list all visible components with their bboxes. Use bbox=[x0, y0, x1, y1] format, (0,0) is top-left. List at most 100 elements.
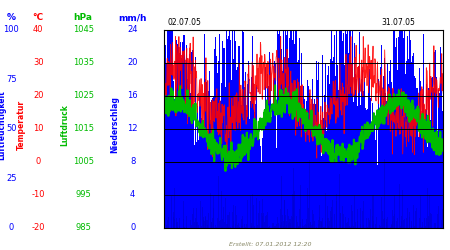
Bar bbox=[440, 47, 441, 228]
Bar bbox=[357, 221, 358, 228]
Bar bbox=[386, 106, 387, 228]
Bar bbox=[218, 176, 219, 228]
Bar bbox=[213, 196, 214, 228]
Bar bbox=[362, 211, 363, 228]
Bar bbox=[431, 78, 432, 228]
Bar bbox=[423, 115, 424, 228]
Bar bbox=[369, 135, 370, 228]
Bar bbox=[216, 64, 217, 228]
Bar bbox=[201, 139, 202, 228]
Bar bbox=[167, 30, 168, 228]
Bar bbox=[233, 221, 234, 228]
Bar bbox=[313, 104, 314, 228]
Bar bbox=[259, 201, 260, 228]
Bar bbox=[310, 118, 311, 228]
Bar bbox=[408, 65, 409, 228]
Bar bbox=[179, 226, 180, 228]
Bar bbox=[250, 138, 251, 228]
Bar bbox=[208, 156, 209, 228]
Bar bbox=[254, 154, 255, 228]
Bar bbox=[331, 30, 332, 228]
Bar bbox=[406, 218, 407, 228]
Text: Niederschlag: Niederschlag bbox=[110, 96, 119, 154]
Bar bbox=[364, 132, 365, 228]
Bar bbox=[179, 66, 180, 228]
Bar bbox=[377, 145, 378, 228]
Bar bbox=[281, 222, 282, 228]
Bar bbox=[430, 120, 431, 228]
Bar bbox=[297, 33, 298, 228]
Bar bbox=[429, 195, 430, 228]
Bar bbox=[336, 83, 337, 228]
Bar bbox=[380, 76, 381, 228]
Bar bbox=[274, 61, 275, 228]
Bar bbox=[422, 94, 423, 228]
Bar bbox=[183, 219, 184, 228]
Bar bbox=[314, 116, 315, 228]
Bar bbox=[191, 226, 192, 228]
Bar bbox=[202, 171, 203, 228]
Bar bbox=[169, 30, 170, 228]
Bar bbox=[355, 65, 356, 228]
Bar bbox=[280, 225, 281, 228]
Bar bbox=[286, 222, 287, 228]
Bar bbox=[265, 136, 266, 228]
Bar bbox=[386, 101, 387, 228]
Bar bbox=[261, 162, 262, 228]
Bar bbox=[293, 30, 294, 228]
Bar bbox=[394, 194, 395, 228]
Bar bbox=[309, 126, 310, 228]
Bar bbox=[258, 138, 259, 228]
Bar bbox=[215, 37, 216, 228]
Bar bbox=[164, 92, 165, 228]
Bar bbox=[322, 54, 323, 228]
Text: 40: 40 bbox=[33, 26, 44, 35]
Bar bbox=[388, 84, 389, 228]
Bar bbox=[320, 221, 321, 228]
Bar bbox=[337, 115, 338, 228]
Bar bbox=[227, 39, 228, 228]
Bar bbox=[228, 218, 229, 228]
Bar bbox=[298, 226, 299, 228]
Bar bbox=[422, 98, 423, 228]
Bar bbox=[380, 226, 381, 228]
Bar bbox=[220, 126, 221, 228]
Bar bbox=[244, 147, 245, 228]
Bar bbox=[422, 227, 423, 228]
Bar bbox=[409, 30, 410, 228]
Bar bbox=[439, 195, 440, 228]
Bar bbox=[284, 200, 285, 228]
Bar bbox=[316, 227, 317, 228]
Bar bbox=[311, 128, 312, 228]
Bar bbox=[275, 226, 276, 228]
Bar bbox=[188, 75, 189, 228]
Bar bbox=[224, 222, 225, 228]
Bar bbox=[365, 199, 366, 228]
Bar bbox=[421, 102, 422, 228]
Bar bbox=[302, 110, 303, 228]
Bar bbox=[368, 218, 369, 228]
Bar bbox=[198, 225, 199, 228]
Bar bbox=[362, 94, 363, 228]
Bar bbox=[315, 150, 316, 228]
Bar bbox=[376, 124, 377, 228]
Bar bbox=[210, 120, 211, 228]
Bar bbox=[202, 124, 203, 228]
Bar bbox=[302, 126, 303, 228]
Bar bbox=[232, 30, 233, 228]
Bar bbox=[349, 79, 350, 228]
Bar bbox=[299, 226, 300, 228]
Bar bbox=[366, 124, 367, 228]
Bar bbox=[409, 30, 410, 228]
Bar bbox=[204, 148, 205, 228]
Bar bbox=[190, 220, 191, 228]
Bar bbox=[227, 224, 228, 228]
Bar bbox=[220, 68, 221, 228]
Bar bbox=[227, 215, 228, 228]
Bar bbox=[232, 44, 233, 228]
Bar bbox=[312, 80, 313, 228]
Bar bbox=[336, 30, 337, 228]
Bar bbox=[263, 117, 264, 228]
Bar bbox=[432, 90, 433, 228]
Bar bbox=[291, 30, 292, 228]
